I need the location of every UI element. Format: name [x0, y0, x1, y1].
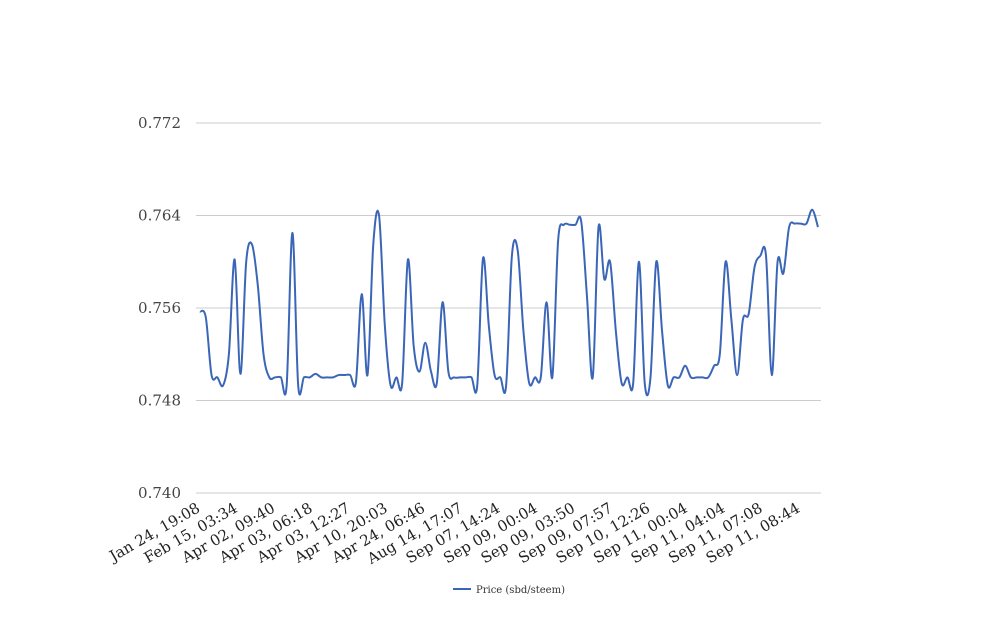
y-axis-tick-labels: 0.740 0.748 0.756 0.764 0.772 [138, 114, 181, 502]
y-tick-label: 0.772 [138, 114, 181, 132]
series-line [199, 208, 819, 397]
legend-label: Price (sbd/steem) [476, 585, 565, 596]
y-tick-label: 0.740 [138, 484, 181, 502]
series-layer [199, 208, 819, 397]
legend: Price (sbd/steem) [453, 585, 565, 596]
y-tick-label: 0.756 [138, 299, 181, 317]
y-tick-label: 0.764 [138, 207, 181, 225]
y-tick-label: 0.748 [138, 392, 181, 410]
